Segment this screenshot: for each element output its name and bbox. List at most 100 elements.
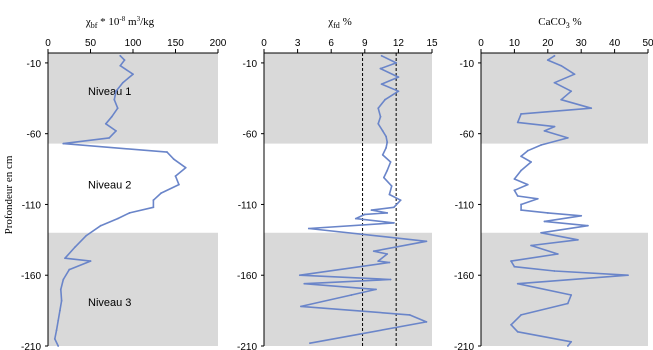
y-axis-label: Profondeur en cm (3, 155, 15, 234)
data-point (372, 250, 375, 253)
y-tick-label: -210 (454, 342, 474, 350)
data-point (116, 217, 119, 220)
data-point (566, 302, 569, 305)
x-tick-label: 50 (642, 38, 653, 49)
y-tick-label: -210 (237, 342, 257, 350)
y-tick-label: -110 (238, 200, 258, 211)
level-labels: Niveau 1 Niveau 2 Niveau 3 (88, 86, 131, 309)
data-point (121, 81, 124, 84)
data-point (510, 323, 512, 326)
data-point (570, 90, 573, 93)
data-point (55, 329, 58, 332)
data-point (393, 206, 395, 209)
level-band-1 (48, 53, 218, 144)
axes: 0 3 6 9 12 15 -10 -60 -110 -160 -210 (237, 38, 438, 350)
data-point (516, 195, 519, 197)
data-point (379, 115, 382, 118)
data-point (586, 224, 589, 227)
data-point (520, 203, 522, 206)
data-point (132, 73, 134, 76)
data-point (115, 90, 117, 93)
data-point (377, 260, 380, 262)
data-point (300, 305, 302, 308)
level-label-2: Niveau 2 (88, 180, 131, 192)
data-point (390, 185, 393, 187)
axes: 0 10 20 30 40 50 -10 -60 -110 -160 -210 (454, 38, 653, 350)
chart-title-chi-bf: χbf * 10-8 m3/kg (85, 15, 155, 30)
y-tick-label: -10 (27, 59, 42, 70)
data-point (540, 144, 543, 146)
data-point (119, 54, 122, 57)
data-point (590, 107, 593, 110)
x-tick-label: 200 (210, 38, 227, 49)
data-point (553, 54, 556, 57)
data-point (380, 83, 383, 86)
data-point (530, 244, 532, 247)
data-point (385, 135, 387, 138)
data-point (85, 234, 88, 237)
data-point (576, 238, 579, 241)
data-point (375, 288, 377, 291)
series (298, 54, 428, 345)
data-point (526, 149, 529, 152)
data-point (389, 278, 392, 281)
x-tick-label: 20 (542, 38, 554, 49)
data-point (388, 193, 391, 196)
data-point (152, 199, 155, 202)
data-point (516, 121, 519, 124)
x-tick-label: 15 (426, 38, 438, 49)
data-point (397, 76, 400, 78)
data-point (520, 313, 522, 316)
y-tick-label: -60 (27, 130, 42, 141)
x-tick-label: 30 (576, 38, 588, 49)
level-bands (264, 53, 432, 346)
data-point (530, 161, 532, 163)
data-point (513, 178, 516, 180)
level-band-2 (481, 232, 648, 346)
data-point (307, 227, 310, 230)
data-point (62, 142, 65, 145)
data-point (580, 214, 583, 217)
data-point (108, 137, 111, 139)
data-point (546, 59, 549, 61)
data-point (184, 166, 187, 169)
level-band-2 (264, 232, 432, 346)
series-line (298, 55, 428, 344)
data-point (540, 231, 543, 234)
y-tick-label: -10 (243, 59, 258, 70)
data-point (113, 98, 116, 101)
data-point (116, 107, 119, 110)
data-point (543, 220, 546, 223)
x-tick-label: 9 (362, 38, 368, 49)
data-point (59, 288, 62, 291)
x-tick-label: 12 (393, 38, 405, 49)
data-point (152, 206, 155, 209)
data-point (520, 209, 522, 212)
reference-lines (362, 53, 397, 346)
y-tick-label: -210 (21, 342, 41, 350)
y-tick-label: -10 (460, 59, 475, 70)
y-tick-label: -110 (455, 200, 475, 211)
data-point (553, 270, 556, 272)
data-point (627, 274, 629, 277)
y-tick-label: -160 (237, 271, 257, 282)
data-point (381, 154, 384, 156)
data-point (399, 199, 402, 202)
data-point (377, 107, 380, 110)
data-point (386, 212, 389, 214)
x-tick-label: 50 (85, 38, 97, 49)
x-tick-label: 6 (328, 38, 334, 49)
panel-chi-fd: χfd % 0 3 6 9 12 15 -10 -60 -110 -160 -210 (237, 16, 438, 350)
data-point (380, 54, 383, 57)
level-band-1 (264, 53, 432, 144)
data-point (388, 261, 391, 264)
data-point (397, 90, 400, 93)
data-point (556, 253, 559, 255)
data-point (513, 265, 516, 268)
data-point (513, 189, 516, 192)
data-point (119, 64, 122, 67)
level-band-2 (48, 232, 218, 346)
data-point (536, 197, 539, 200)
data-point (526, 183, 529, 186)
